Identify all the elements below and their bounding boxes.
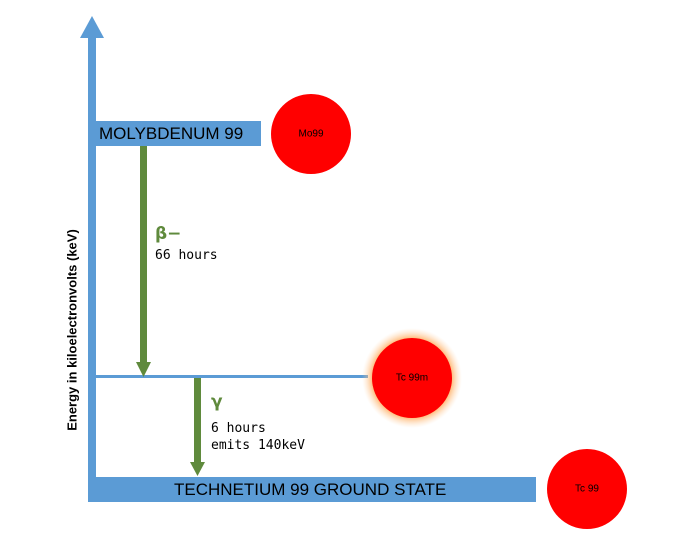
gamma-halflife-note: 6 hours: [211, 421, 266, 436]
gamma-arrow-shaft: [194, 378, 201, 464]
beta-arrow-shaft: [140, 146, 147, 364]
y-axis-arrowhead: [80, 16, 104, 38]
mo99-atom-label: Mo99: [298, 128, 324, 140]
tc99m-level-line: [92, 375, 368, 378]
mo99-level-bar: [88, 121, 261, 146]
beta-halflife-note: 66 hours: [155, 248, 218, 263]
tc99-atom: [547, 449, 627, 529]
tc99m-atom-label: Tc 99m: [395, 372, 429, 384]
y-axis: [88, 36, 96, 502]
gamma-symbol: γ: [211, 392, 223, 412]
gamma-arrowhead: [190, 462, 205, 476]
tc99m-atom: [372, 338, 452, 418]
mo99-level-label: MOLYBDENUM 99: [99, 124, 244, 143]
ground-state-bar: [88, 477, 536, 502]
ground-state-label: TECHNETIUM 99 GROUND STATE: [174, 480, 447, 499]
beta-symbol: β−: [155, 224, 182, 244]
y-axis-label: Energy in kiloelectronvolts (keV): [64, 229, 80, 431]
tc99-atom-label: Tc 99: [575, 483, 599, 495]
gamma-energy-note: emits 140keV: [211, 438, 305, 453]
mo99-atom: [271, 94, 351, 174]
beta-arrowhead: [136, 362, 151, 377]
